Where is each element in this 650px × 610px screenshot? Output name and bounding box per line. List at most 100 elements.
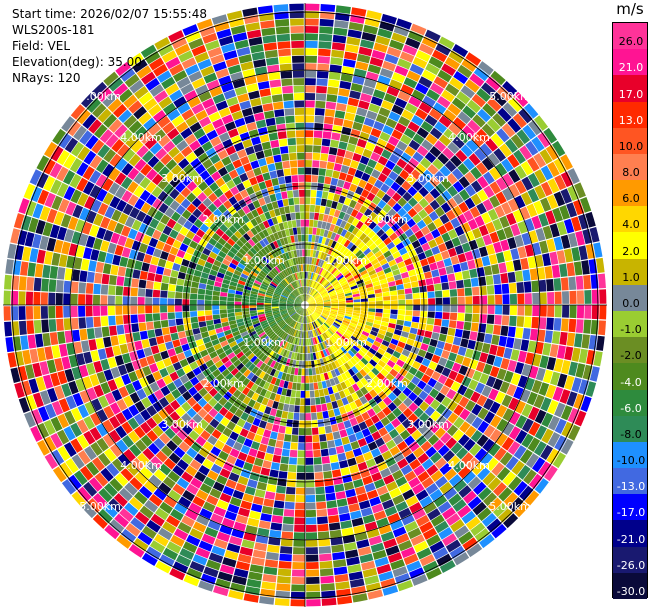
velocity-gate [276, 386, 283, 395]
velocity-gate [230, 582, 246, 593]
velocity-gate [349, 90, 361, 100]
velocity-gate [81, 503, 97, 519]
velocity-gate [186, 567, 203, 580]
velocity-gate [327, 318, 334, 323]
velocity-gate [356, 380, 364, 389]
velocity-gate [303, 294, 305, 302]
velocity-gate [361, 305, 368, 309]
velocity-gate [264, 406, 272, 415]
velocity-gate [461, 222, 472, 234]
velocity-gate [544, 330, 553, 343]
velocity-gate [244, 337, 252, 344]
velocity-gate [136, 349, 146, 360]
velocity-gate [103, 482, 118, 498]
velocity-gate [346, 307, 354, 310]
velocity-gate [428, 361, 438, 371]
velocity-gate [435, 392, 446, 403]
velocity-gate [56, 318, 64, 332]
velocity-gate [235, 337, 244, 344]
velocity-gate [103, 369, 114, 381]
velocity-gate [367, 293, 376, 299]
velocity-gate [314, 471, 324, 480]
velocity-gate [593, 242, 603, 258]
velocity-gate [233, 359, 242, 368]
velocity-gate [227, 64, 242, 75]
velocity-gate [307, 242, 312, 250]
velocity-gate [560, 188, 573, 204]
velocity-gate [285, 213, 292, 221]
velocity-gate [254, 338, 262, 345]
velocity-gate [321, 292, 328, 297]
velocity-gate [211, 232, 221, 242]
velocity-gate [301, 323, 304, 331]
velocity-gate [383, 351, 392, 360]
velocity-gate [242, 396, 251, 405]
velocity-gate [269, 392, 277, 401]
velocity-gate [61, 241, 71, 255]
velocity-gate [330, 240, 337, 249]
velocity-gate [296, 330, 300, 338]
velocity-gate [552, 386, 564, 402]
velocity-gate [348, 22, 364, 32]
velocity-gate [206, 256, 215, 264]
velocity-gate [236, 149, 247, 159]
velocity-gate [285, 358, 291, 366]
velocity-gate [327, 338, 334, 346]
velocity-gate [238, 248, 247, 256]
velocity-gate [368, 305, 376, 309]
velocity-gate [282, 291, 290, 296]
velocity-gate [311, 234, 316, 243]
velocity-gate [308, 368, 313, 376]
velocity-gate [331, 42, 346, 51]
velocity-gate [220, 340, 229, 348]
velocity-gate [524, 305, 532, 316]
velocity-gate [258, 342, 266, 350]
velocity-gate [374, 556, 389, 568]
velocity-gate [153, 488, 167, 501]
velocity-gate [308, 301, 316, 304]
velocity-gate [374, 351, 383, 360]
velocity-gate [262, 35, 277, 44]
velocity-gate [350, 347, 358, 355]
velocity-gate [215, 373, 225, 383]
velocity-gate [326, 402, 333, 411]
velocity-gate [305, 197, 311, 205]
velocity-gate [404, 520, 419, 533]
velocity-gate [280, 309, 288, 313]
velocity-gate [289, 397, 296, 405]
velocity-gate [294, 397, 301, 406]
velocity-gate [344, 51, 358, 61]
velocity-gate [26, 276, 35, 291]
velocity-gate [317, 267, 322, 275]
velocity-gate [496, 346, 506, 358]
velocity-gate [378, 107, 391, 118]
velocity-gate [432, 158, 444, 170]
velocity-gate [334, 573, 349, 583]
velocity-gate [260, 248, 268, 256]
velocity-gate [438, 134, 452, 147]
range-ring-label: 2.00km [202, 377, 244, 390]
range-ring-label: 2.00km [366, 377, 408, 390]
velocity-gate [286, 267, 292, 275]
velocity-gate [392, 387, 402, 397]
velocity-gate [362, 567, 378, 578]
velocity-gate [347, 97, 360, 107]
velocity-gate [445, 265, 454, 275]
velocity-gate [533, 153, 547, 168]
velocity-gate [160, 312, 168, 321]
velocity-gate [212, 198, 223, 208]
velocity-gate [319, 560, 333, 569]
velocity-gate [352, 293, 360, 298]
velocity-gate [344, 272, 352, 279]
velocity-gate [287, 251, 293, 259]
range-ring-label: 2.00km [366, 213, 408, 226]
velocity-gate [396, 319, 405, 326]
velocity-gate [442, 450, 455, 462]
velocity-gate [142, 214, 153, 226]
velocity-gate [407, 269, 417, 277]
velocity-gate [361, 32, 377, 42]
velocity-gate [552, 207, 563, 223]
velocity-gate [209, 251, 218, 260]
velocity-gate [229, 281, 238, 287]
